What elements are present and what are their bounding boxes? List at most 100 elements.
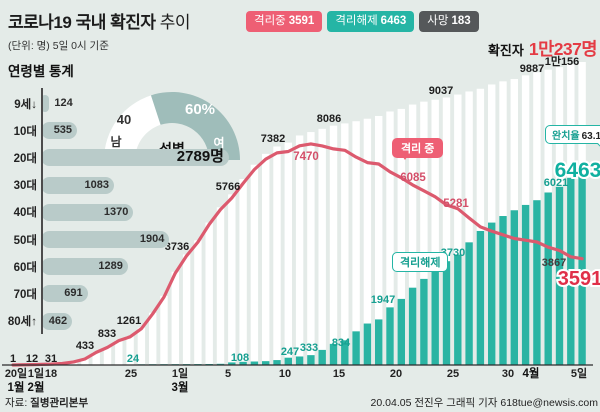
chart-value-label: 9887 bbox=[520, 63, 544, 75]
badge-released-label: 격리해제 bbox=[335, 15, 378, 27]
chart-value-label: 5766 bbox=[216, 181, 240, 193]
donut-female-pct: 60% bbox=[185, 101, 215, 118]
released-bar bbox=[239, 361, 247, 365]
quarantined-line-label: 격리 중 bbox=[392, 138, 444, 160]
x-axis-tick: 10 bbox=[279, 368, 291, 380]
badge-deaths-label: 사망 bbox=[427, 15, 449, 27]
confirmed-bar bbox=[318, 128, 326, 365]
confirmed-bar bbox=[81, 358, 89, 365]
released-bar bbox=[454, 254, 462, 365]
age-row-bar: 1904 bbox=[41, 231, 170, 249]
donut-male-pct: 40 bbox=[117, 112, 131, 127]
chart-value-label: 247 bbox=[281, 346, 299, 358]
confirmed-bar bbox=[352, 121, 360, 365]
badge-released: 격리해제 6463 bbox=[327, 11, 415, 32]
chart-value-label: 6085 bbox=[400, 172, 426, 184]
age-row-value: 124 bbox=[54, 97, 73, 110]
confirmed-bar bbox=[160, 295, 168, 365]
age-row-value: 535 bbox=[53, 124, 73, 137]
age-row-label: 30대 bbox=[13, 180, 37, 193]
chart-value-label: 108 bbox=[231, 352, 249, 364]
source-prefix: 자료: bbox=[5, 397, 28, 409]
age-row-bar: 691 bbox=[41, 285, 88, 303]
x-axis-tick: 1일 bbox=[172, 366, 188, 380]
x-axis-month-tick: 3월 bbox=[172, 380, 189, 394]
confirmed-bar bbox=[115, 340, 123, 365]
confirmed-bar bbox=[307, 132, 315, 365]
released-bar bbox=[555, 186, 564, 365]
chart-value-label: 3736 bbox=[165, 241, 189, 253]
chart-value-label: 9037 bbox=[429, 85, 453, 97]
chart-value-label: 1947 bbox=[371, 294, 395, 306]
cure-rate-label: 완치율 bbox=[552, 131, 580, 142]
confirmed-bar bbox=[216, 207, 225, 365]
age-row-value: 1370 bbox=[103, 205, 129, 218]
released-bar bbox=[465, 242, 473, 365]
x-axis-tick: 25 bbox=[447, 368, 459, 380]
confirmed-bar bbox=[363, 118, 372, 365]
released-bar bbox=[499, 216, 507, 365]
released-bar bbox=[442, 261, 451, 365]
confirmed-bar bbox=[171, 271, 179, 365]
chart-value-label: 6463 bbox=[555, 159, 600, 182]
age-row-label: 20대 bbox=[13, 152, 37, 165]
age-row-bar: 462 bbox=[41, 312, 73, 330]
released-bar bbox=[544, 192, 552, 365]
title-part-2: 국내 확진자 bbox=[75, 13, 156, 32]
released-bar bbox=[250, 361, 259, 365]
source-org: 질병관리본부 bbox=[30, 397, 89, 409]
confirmed-total-value: 1만237명 bbox=[528, 39, 598, 59]
released-bar bbox=[488, 222, 496, 365]
age-row: 10대 535 bbox=[0, 117, 300, 144]
age-row-bar: 124 bbox=[41, 95, 73, 113]
chart-value-label: 7382 bbox=[261, 133, 285, 145]
released-bar bbox=[521, 204, 530, 365]
released-bar bbox=[386, 307, 394, 365]
released-bar bbox=[341, 340, 349, 365]
confirmed-bar bbox=[397, 108, 405, 365]
confirmed-bar bbox=[329, 125, 338, 365]
badge-released-value: 6463 bbox=[380, 15, 407, 27]
donut-male-slice bbox=[104, 95, 161, 160]
confirmed-bar bbox=[137, 327, 146, 365]
x-axis-tick: 20 bbox=[390, 368, 402, 380]
confirmed-bar bbox=[375, 115, 383, 366]
title-part-3: 추이 bbox=[159, 13, 191, 32]
age-chart-axis-line bbox=[41, 88, 43, 334]
age-row-label: 60대 bbox=[13, 261, 37, 274]
age-row-value: 462 bbox=[48, 314, 68, 327]
confirmed-bar bbox=[295, 135, 304, 365]
x-axis-tick: 25 bbox=[125, 368, 137, 380]
age-row-label: 80세↑ bbox=[7, 316, 37, 329]
subtitle-unit-note: (단위: 명) 5일 0시 기준 bbox=[8, 40, 109, 52]
age-row: 30대 1083 bbox=[0, 172, 300, 199]
confirmed-bar bbox=[465, 91, 473, 365]
released-bar bbox=[295, 356, 304, 365]
age-row-value: 691 bbox=[64, 287, 83, 300]
x-axis-tick: 15 bbox=[333, 368, 345, 380]
chart-value-label: 834 bbox=[332, 337, 351, 349]
released-bar bbox=[408, 287, 417, 365]
released-bar bbox=[284, 357, 292, 365]
age-row-label: 40대 bbox=[13, 207, 37, 220]
age-row-bar: 1370 bbox=[41, 203, 134, 221]
confirmed-bar bbox=[341, 123, 349, 365]
age-row: 20대 2789명 bbox=[0, 144, 300, 171]
confirmed-bar bbox=[182, 254, 191, 365]
age-row: 50대 1904 bbox=[0, 226, 300, 253]
released-bar bbox=[363, 323, 372, 365]
source-note: 자료: 질병관리본부 bbox=[5, 395, 88, 410]
credit-line: 20.04.05 전진우 그래픽 기자 618tue@newsis.com bbox=[370, 397, 598, 409]
confirmed-bar bbox=[386, 111, 394, 365]
chart-value-label: 1 bbox=[10, 353, 16, 365]
age-row-label: 50대 bbox=[13, 234, 37, 247]
released-bar bbox=[476, 230, 485, 365]
confirmed-bar bbox=[454, 94, 462, 365]
chart-value-label: 3591 bbox=[558, 268, 600, 290]
confirmed-bar bbox=[273, 146, 281, 365]
age-row-bar: 1083 bbox=[41, 176, 114, 194]
released-bar bbox=[228, 362, 236, 365]
age-row-bar: 1289 bbox=[41, 258, 128, 276]
